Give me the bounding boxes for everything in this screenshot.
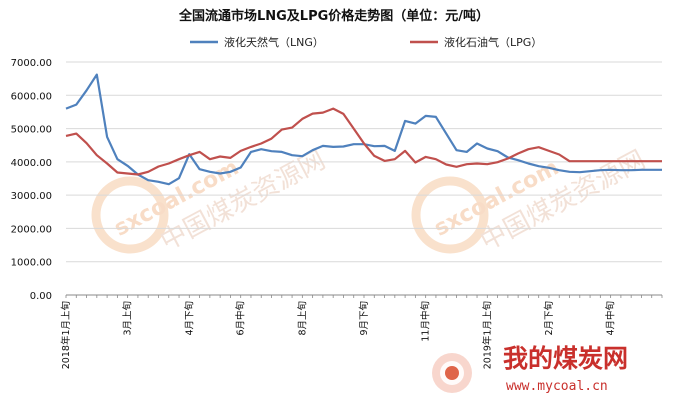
brand-url: www.mycoal.cn	[506, 379, 608, 394]
x-tick-label: 4月下旬	[183, 301, 195, 336]
y-tick-label: 1000.00	[11, 258, 52, 269]
y-tick-label: 7000.00	[11, 58, 52, 69]
x-tick-label: 2018年1月上旬	[60, 301, 72, 369]
watermark-ring-icon	[91, 176, 169, 254]
x-tick-label: 9月下旬	[358, 301, 370, 336]
x-tick-label: 8月上旬	[296, 301, 308, 336]
x-tick-label: 11月中旬	[420, 301, 432, 342]
series-layer	[65, 73, 662, 186]
series-line-lpg	[65, 107, 662, 176]
legend-label-lpg: 液化石油气（LPG）	[444, 35, 542, 49]
x-axis-ticks: 2018年1月上旬 3月上旬 4月下旬 6月中旬 8月上旬 9月下旬 11月中旬 2019年1…	[60, 295, 663, 369]
y-tick-label: 6000.00	[11, 91, 52, 102]
watermark-ring-icon	[411, 176, 489, 254]
y-gridlines	[66, 61, 662, 263]
y-axis-ticks: 0.00 1000.00 2000.00 3000.00 4000.00 5000.00 6…	[11, 58, 52, 302]
legend: 液化天然气（LNG） 液化石油气（LPG）	[190, 35, 542, 49]
legend-label-lng: 液化天然气（LNG）	[224, 35, 324, 49]
x-tick-label: 6月中旬	[235, 301, 247, 336]
x-tick-label: 2019年1月上旬	[481, 301, 493, 369]
y-tick-label: 0.00	[30, 291, 52, 302]
x-tick-label: 3月上旬	[122, 301, 134, 336]
brand-logo: 我的煤炭网 www.mycoal.cn	[432, 344, 628, 394]
brand-name: 我的煤炭网	[503, 344, 628, 373]
y-tick-label: 5000.00	[11, 125, 52, 136]
y-tick-label: 2000.00	[11, 224, 52, 235]
y-tick-label: 4000.00	[11, 158, 52, 169]
x-tick-label: 4月中旬	[605, 301, 617, 336]
chart-title: 全国流通市场LNG及LPG价格走势图（单位：元/吨）	[178, 8, 489, 24]
x-tick-label: 2月下旬	[543, 301, 555, 336]
y-tick-label: 3000.00	[11, 191, 52, 202]
